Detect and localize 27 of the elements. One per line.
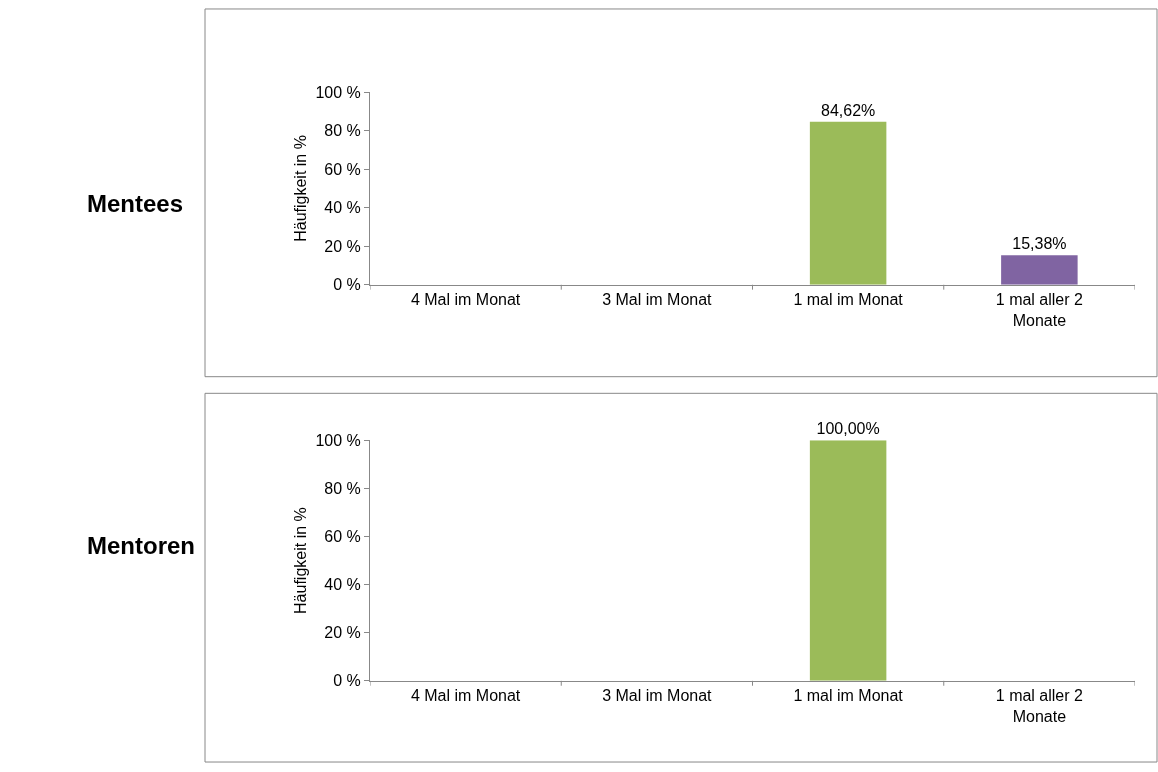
y-tick-label: 40 % bbox=[324, 199, 361, 217]
x-tick-label: 4 Mal im Monat bbox=[410, 687, 521, 705]
text: Mentees bbox=[87, 190, 184, 217]
data-label: 15,38% bbox=[1012, 235, 1067, 253]
data-label: 100,00% bbox=[816, 420, 880, 438]
y-tick-label: 60 % bbox=[324, 160, 361, 178]
y-tick-label: 60 % bbox=[324, 528, 361, 546]
y-tick-label: 20 % bbox=[324, 624, 361, 642]
y-tick-label: 80 % bbox=[324, 479, 361, 497]
y-tick-label: 80 % bbox=[324, 122, 361, 140]
x-tick-label: 3 Mal im Monat bbox=[602, 290, 713, 308]
data-label: 84,62% bbox=[820, 101, 876, 119]
y-tick-label: 100 % bbox=[315, 431, 361, 449]
y-tick-label: 100 % bbox=[315, 83, 361, 101]
text: Mentoren bbox=[87, 532, 195, 559]
x-tick-label: 1 mal im Monat bbox=[793, 687, 904, 705]
x-tick-label: 4 Mal im Monat bbox=[410, 290, 521, 308]
y-tick-label: 20 % bbox=[324, 237, 361, 255]
x-tick-label: 1 mal aller 2 Monate bbox=[995, 687, 1084, 725]
y-tick-label: 40 % bbox=[324, 576, 361, 594]
y-tick-label: 0 % bbox=[333, 276, 361, 294]
x-tick-label: 3 Mal im Monat bbox=[602, 687, 713, 705]
y-tick-label: 0 % bbox=[333, 672, 361, 690]
x-tick-label: 1 mal im Monat bbox=[793, 290, 904, 308]
y-axis-title: Häufigkeit in % bbox=[292, 507, 310, 614]
y-axis-title: Häufigkeit in % bbox=[292, 135, 310, 242]
x-tick-label: 1 mal aller 2 Monate bbox=[995, 290, 1084, 329]
